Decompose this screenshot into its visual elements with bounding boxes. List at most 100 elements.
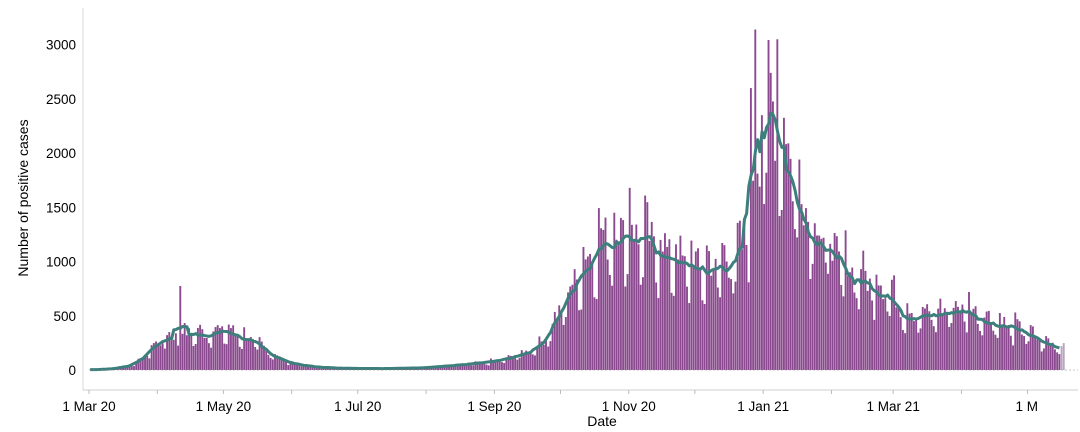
daily-bar bbox=[556, 319, 558, 370]
daily-bar bbox=[505, 357, 508, 370]
daily-bar bbox=[701, 300, 704, 370]
daily-bar bbox=[578, 310, 580, 370]
daily-bar bbox=[796, 237, 799, 370]
daily-bar bbox=[157, 344, 160, 370]
daily-bar bbox=[829, 243, 832, 370]
daily-bar bbox=[635, 224, 638, 370]
daily-bar bbox=[249, 337, 252, 370]
daily-bar bbox=[254, 346, 257, 370]
daily-bar bbox=[252, 339, 254, 370]
daily-bar bbox=[155, 341, 157, 370]
daily-bar bbox=[496, 361, 499, 370]
daily-bar bbox=[527, 353, 530, 370]
daily-bar bbox=[855, 298, 858, 370]
daily-bar bbox=[624, 286, 627, 370]
daily-bar bbox=[908, 313, 911, 370]
daily-bar bbox=[227, 324, 230, 370]
daily-bar bbox=[225, 344, 228, 370]
daily-bar bbox=[450, 365, 453, 370]
daily-bar bbox=[307, 365, 309, 370]
daily-bar bbox=[846, 276, 849, 370]
daily-bar bbox=[915, 318, 918, 370]
daily-bar bbox=[207, 343, 210, 370]
daily-bar bbox=[1023, 336, 1026, 370]
daily-bar bbox=[1045, 336, 1048, 370]
daily-bar bbox=[727, 277, 730, 370]
daily-bar bbox=[820, 238, 823, 370]
daily-bar bbox=[238, 346, 241, 370]
daily-bar bbox=[954, 301, 957, 370]
daily-bar bbox=[965, 332, 968, 370]
x-tick-label: 1 Mar 21 bbox=[867, 399, 920, 414]
daily-bar bbox=[692, 267, 695, 370]
daily-bar bbox=[170, 336, 173, 370]
daily-bar bbox=[657, 298, 660, 370]
daily-bar bbox=[798, 159, 801, 370]
daily-bar bbox=[241, 348, 243, 370]
daily-bar bbox=[961, 304, 964, 370]
x-axis-title: Date bbox=[587, 413, 617, 429]
daily-bar bbox=[849, 272, 851, 370]
daily-bar bbox=[584, 259, 587, 370]
daily-bar bbox=[580, 309, 583, 370]
daily-bar bbox=[747, 282, 750, 370]
daily-bar bbox=[456, 366, 459, 370]
daily-bar bbox=[628, 187, 631, 370]
daily-bar bbox=[152, 343, 155, 370]
daily-bar bbox=[935, 332, 937, 370]
daily-bar bbox=[787, 143, 790, 370]
daily-bar bbox=[800, 204, 803, 370]
x-tick-label: 1 Jan 21 bbox=[737, 399, 789, 414]
daily-bar bbox=[509, 355, 512, 370]
daily-bar bbox=[161, 343, 164, 370]
daily-bar bbox=[943, 308, 946, 370]
daily-bar bbox=[928, 311, 931, 370]
daily-bar bbox=[686, 286, 688, 370]
daily-bar bbox=[545, 339, 547, 370]
daily-bar bbox=[196, 328, 199, 370]
daily-bar bbox=[835, 236, 838, 370]
daily-bar bbox=[150, 345, 153, 370]
daily-bar bbox=[210, 347, 213, 370]
daily-bar bbox=[932, 326, 935, 370]
daily-bar bbox=[201, 329, 204, 370]
daily-bar bbox=[459, 364, 462, 370]
daily-bar bbox=[904, 333, 907, 370]
daily-bar bbox=[853, 292, 856, 370]
daily-bar bbox=[318, 368, 321, 370]
daily-bar bbox=[959, 313, 962, 370]
daily-bar bbox=[875, 274, 878, 370]
daily-bar bbox=[998, 313, 1001, 370]
daily-bar bbox=[877, 285, 880, 370]
daily-bar bbox=[503, 362, 506, 370]
daily-bar bbox=[840, 284, 843, 370]
daily-bar bbox=[507, 355, 510, 370]
daily-bar bbox=[619, 217, 622, 370]
daily-bar bbox=[174, 333, 177, 370]
daily-bar bbox=[166, 335, 168, 370]
daily-bar bbox=[941, 313, 944, 370]
daily-bar bbox=[573, 269, 576, 370]
daily-bar bbox=[661, 251, 664, 370]
daily-bar bbox=[185, 335, 188, 370]
daily-bar bbox=[683, 256, 686, 370]
daily-bar bbox=[547, 346, 550, 370]
daily-bar bbox=[1056, 352, 1059, 370]
daily-bar bbox=[681, 255, 684, 370]
daily-bar bbox=[534, 355, 536, 370]
daily-bar bbox=[752, 180, 755, 370]
daily-bar bbox=[785, 144, 788, 370]
daily-bar bbox=[221, 326, 224, 370]
daily-bar bbox=[465, 364, 468, 370]
daily-bar bbox=[895, 307, 898, 370]
daily-bar bbox=[921, 306, 924, 370]
daily-bar bbox=[714, 258, 717, 370]
daily-bar bbox=[712, 270, 715, 370]
daily-bar bbox=[979, 330, 981, 370]
daily-bar bbox=[866, 290, 869, 370]
daily-bar bbox=[448, 364, 451, 370]
daily-bar bbox=[269, 357, 272, 370]
daily-bar bbox=[296, 364, 298, 370]
daily-bar bbox=[946, 314, 948, 370]
daily-bar bbox=[163, 348, 166, 370]
